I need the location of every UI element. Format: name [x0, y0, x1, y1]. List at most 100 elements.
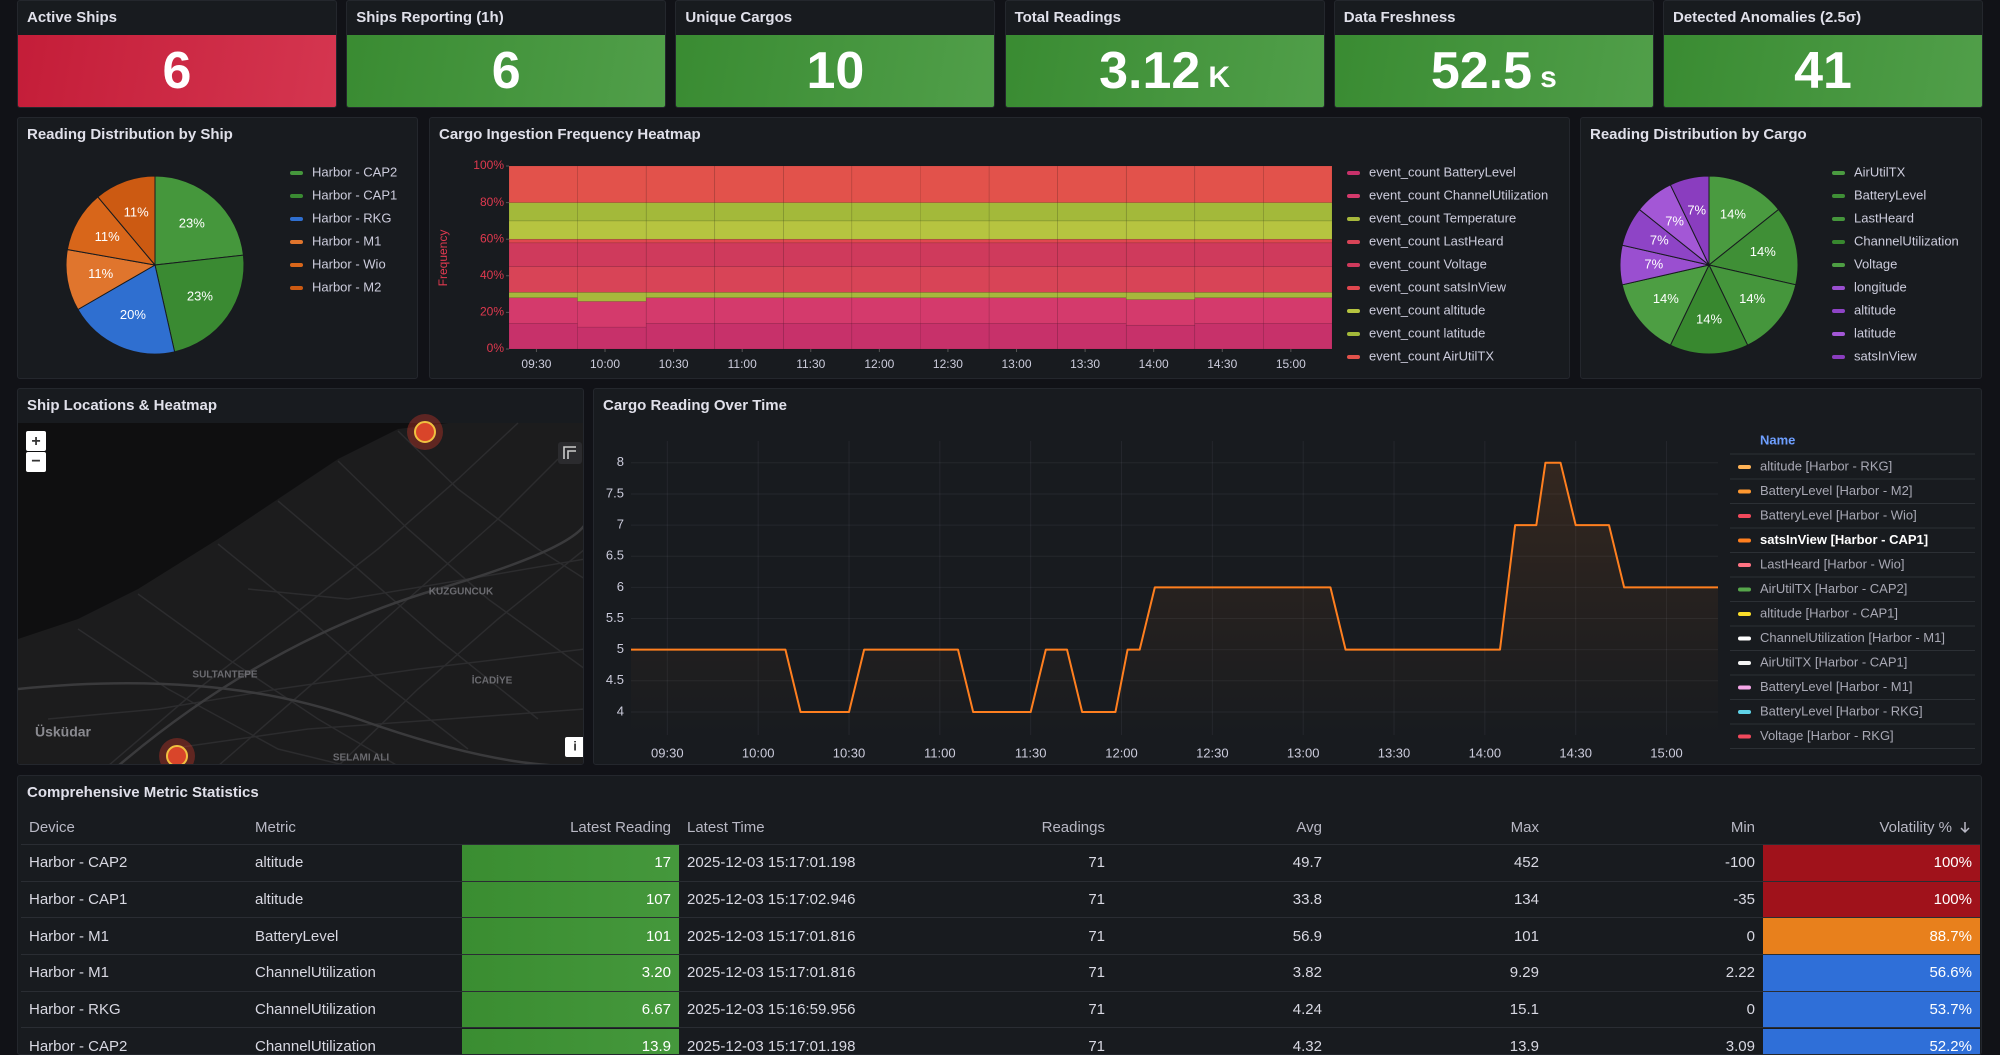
info-label[interactable]: i [573, 738, 577, 753]
column-header-label: Min [1731, 819, 1755, 836]
stack-cell [921, 298, 990, 324]
x-tick-label: 10:30 [659, 357, 689, 371]
ship-marker[interactable] [167, 746, 187, 765]
stack-cell [783, 221, 852, 239]
legend-label: event_count LastHeard [1369, 233, 1503, 248]
map-label: SULTANTEPE [192, 670, 258, 681]
layer-button[interactable] [558, 442, 582, 464]
stack-cell [715, 292, 784, 297]
column-header[interactable]: Min [1547, 810, 1763, 845]
stack-cell [921, 239, 990, 243]
legend-swatch [290, 286, 303, 290]
legend-swatch [1347, 240, 1360, 244]
x-tick-label: 15:00 [1276, 357, 1306, 371]
stat-value: 3.12 [1099, 41, 1200, 101]
stack-cell [1058, 221, 1127, 239]
column-header[interactable]: Latest Time [679, 810, 896, 845]
table-cell: Harbor - M1 [21, 918, 247, 955]
legend-label[interactable]: BatteryLevel [Harbor - M2] [1760, 483, 1912, 498]
legend-label[interactable]: BatteryLevel [Harbor - RKG] [1760, 703, 1923, 718]
table-cell: 107 [462, 882, 679, 919]
stack-cell [578, 243, 647, 267]
stack-cell [1263, 243, 1332, 267]
stack-cell [989, 298, 1058, 324]
legend-label[interactable]: LastHeard [Harbor - Wio] [1760, 556, 1905, 571]
stack-cell [783, 203, 852, 221]
legend-label: ChannelUtilization [1854, 233, 1959, 248]
legend-swatch [1347, 263, 1360, 267]
stat-panel: Total Readings3.12K [1005, 0, 1325, 108]
legend-label[interactable]: Temperature [Harbor - CAP1] [1760, 752, 1929, 765]
legend-label: LastHeard [1854, 210, 1914, 225]
legend-label[interactable]: satsInView [Harbor - CAP1] [1760, 532, 1928, 547]
stack-cell [646, 267, 715, 293]
slice-label: 7% [1650, 232, 1669, 247]
column-header[interactable]: Max [1330, 810, 1547, 845]
stack-cell [578, 221, 647, 239]
stat-body: 10 [676, 35, 994, 107]
column-header[interactable]: Latest Reading [462, 810, 679, 845]
stack-cell [921, 292, 990, 297]
legend-label[interactable]: Voltage [Harbor - RKG] [1760, 728, 1894, 743]
stack-cell [715, 203, 784, 221]
table-cell: 134 [1330, 882, 1547, 919]
stack-cell [852, 267, 921, 293]
legend-swatch [290, 240, 303, 244]
column-header[interactable]: Metric [247, 810, 462, 845]
x-tick-label: 12:00 [864, 357, 894, 371]
x-tick-label: 10:30 [833, 745, 866, 760]
y-tick-label: 8 [617, 454, 624, 469]
legend-swatch [1738, 563, 1751, 567]
column-header-label: Max [1511, 819, 1539, 836]
y-tick-label: 5 [617, 641, 624, 656]
map-label: Üsküdar [35, 724, 92, 740]
legend-label[interactable]: AirUtilTX [Harbor - CAP2] [1760, 581, 1907, 596]
stack-cell [1058, 267, 1127, 293]
zoom-out-label[interactable]: − [31, 453, 40, 470]
stack-cell [1195, 221, 1264, 239]
legend-label: Voltage [1854, 256, 1897, 271]
legend-label: longitude [1854, 279, 1907, 294]
stack-cell [578, 166, 647, 203]
stack-cell [1058, 298, 1127, 324]
column-header-label: Latest Reading [570, 819, 671, 836]
stack-cell [509, 239, 578, 243]
column-header[interactable]: Readings [896, 810, 1113, 845]
x-tick-label: 13:30 [1070, 357, 1100, 371]
stack-cell [578, 292, 647, 301]
zoom-in-label[interactable]: + [31, 433, 40, 450]
table-cell: 6.67 [462, 992, 679, 1029]
stack-cell [1263, 239, 1332, 243]
legend-swatch [1832, 263, 1845, 267]
legend-swatch [290, 217, 303, 221]
panel-title: Cargo Ingestion Frequency Heatmap [439, 126, 701, 143]
stat-title: Total Readings [1015, 9, 1121, 26]
table-cell: 71 [896, 955, 1113, 992]
legend-swatch [1738, 612, 1751, 616]
column-header[interactable]: Avg [1113, 810, 1330, 845]
table-cell: 9.29 [1330, 955, 1547, 992]
column-header[interactable]: Volatility % [1763, 810, 1980, 845]
legend-swatch [1738, 637, 1751, 641]
pie-panel: 14%14%14%14%14%7%7%7%7%AirUtilTXBatteryL… [1580, 117, 1982, 379]
legend-label[interactable]: altitude [Harbor - CAP1] [1760, 605, 1898, 620]
legend-swatch [1738, 465, 1751, 469]
slice-label: 14% [1696, 312, 1722, 327]
legend-label: event_count altitude [1369, 302, 1485, 317]
legend-label[interactable]: BatteryLevel [Harbor - M1] [1760, 679, 1912, 694]
table-cell: 71 [896, 882, 1113, 919]
legend-label[interactable]: ChannelUtilization [Harbor - M1] [1760, 630, 1945, 645]
stack-cell [1126, 221, 1195, 239]
line-chart: 44.555.566.577.5809:3010:0010:3011:0011:… [594, 389, 1982, 765]
stack-cell [1263, 203, 1332, 221]
table-cell: -35 [1547, 882, 1763, 919]
legend-label[interactable]: AirUtilTX [Harbor - CAP1] [1760, 654, 1907, 669]
stack-cell [1126, 203, 1195, 221]
ship-marker[interactable] [415, 422, 435, 442]
stack-cell [578, 301, 647, 327]
table-cell: 2025-12-03 15:17:01.816 [679, 955, 896, 992]
legend-label[interactable]: altitude [Harbor - RKG] [1760, 458, 1892, 473]
legend-label[interactable]: BatteryLevel [Harbor - Wio] [1760, 507, 1917, 522]
stack-cell [1263, 166, 1332, 203]
column-header[interactable]: Device [21, 810, 247, 845]
